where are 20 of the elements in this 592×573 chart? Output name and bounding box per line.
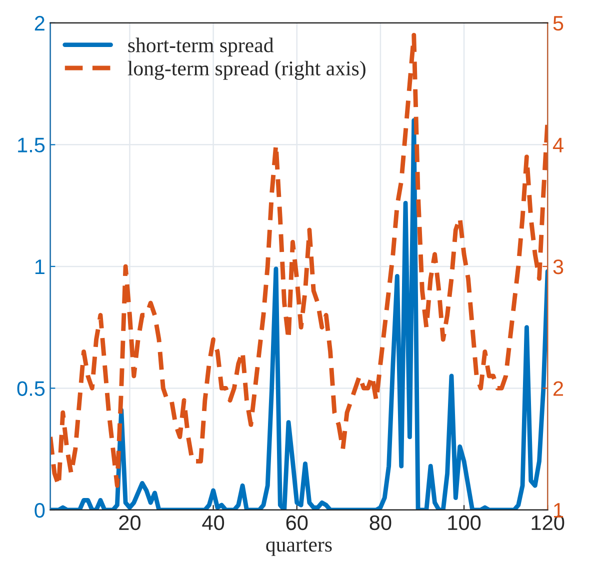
legend-label: long-term spread (right axis)	[128, 60, 366, 80]
x-tick-label: 100	[448, 515, 481, 530]
y-tick-label: 0.5	[17, 381, 45, 396]
y2-tick-label: 4	[552, 138, 564, 152]
x-tick-label: 20	[119, 515, 140, 530]
y-tick-label: 0	[34, 502, 45, 518]
x-tick-label: 80	[370, 515, 392, 530]
x-axis-title: quarters	[266, 540, 332, 556]
y-tick-label: 2	[34, 16, 44, 30]
line-series	[50, 32, 548, 488]
line-series	[50, 118, 548, 510]
y2-tick-label: 5	[553, 16, 564, 31]
y-tick-label: 1	[35, 260, 44, 274]
y-tick-label: 1.5	[18, 138, 45, 152]
y2-tick-label: 3	[553, 259, 564, 274]
y2-tick-label: 1	[554, 503, 564, 518]
legend-label: short-term spread	[128, 38, 274, 57]
y2-tick-label: 2	[554, 381, 563, 396]
x-tick-label: 40	[202, 515, 224, 530]
x-tick-label: 60	[286, 515, 308, 530]
